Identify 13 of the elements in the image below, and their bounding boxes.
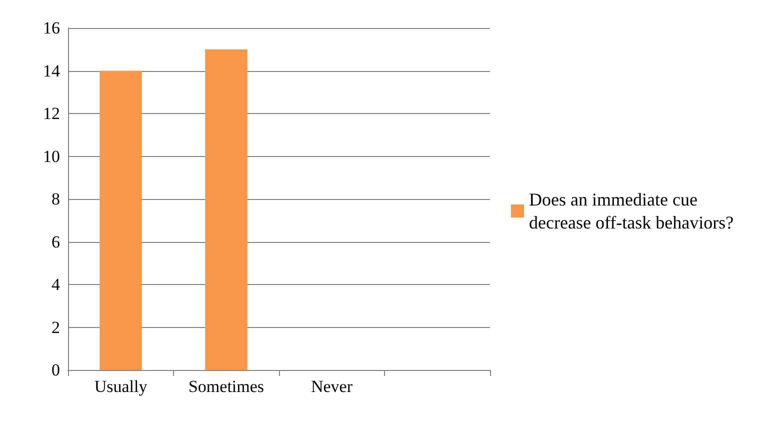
- y-tick-label: 16: [43, 18, 60, 38]
- y-tick-label: 8: [52, 190, 60, 208]
- x-tick-label: Usually: [94, 377, 148, 396]
- x-tick-label: Sometimes: [188, 377, 264, 396]
- legend-label: Does an immediate cue decrease off-task behaviors?: [529, 190, 734, 232]
- y-tick-label: 2: [52, 318, 60, 337]
- y-tick-label: 10: [43, 146, 60, 166]
- y-tick-label: 14: [43, 61, 60, 80]
- y-tick-label: 4: [52, 275, 60, 294]
- y-tick-label: 6: [52, 232, 60, 252]
- x-tick-label: Never: [310, 377, 353, 396]
- y-tick-label: 0: [52, 360, 60, 380]
- y-tick-label: 12: [43, 104, 60, 123]
